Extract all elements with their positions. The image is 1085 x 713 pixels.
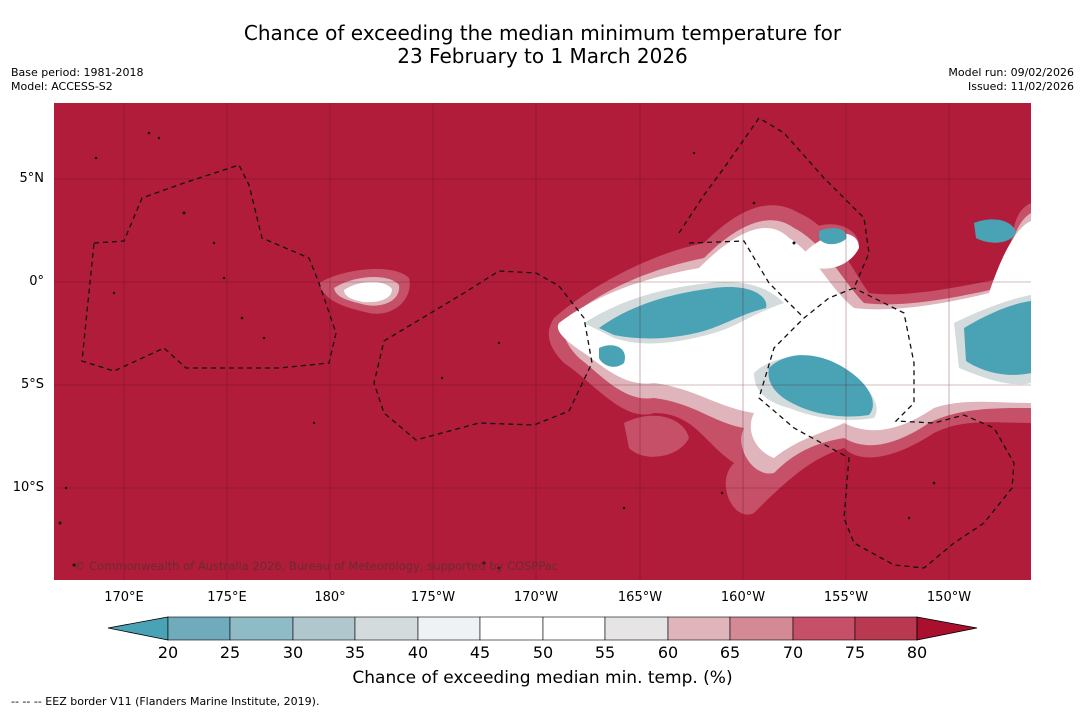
eez-legend-note: -- -- -- EEZ border V11 (Flanders Marine… <box>11 695 320 708</box>
forecast-map[interactable] <box>54 103 1031 580</box>
lon-label-170w: 170°W <box>513 590 559 605</box>
chart-title: Chance of exceeding the median minimum t… <box>0 22 1085 68</box>
islands <box>58 131 936 570</box>
colorbar-extend-high <box>916 616 978 641</box>
colorbar-segments <box>167 616 918 641</box>
lat-label-10s: 10°S <box>12 480 44 495</box>
lon-label-150w: 150°W <box>926 590 972 605</box>
model-name: Model: ACCESS-S2 <box>11 80 113 93</box>
lon-label-175w: 175°W <box>410 590 456 605</box>
lon-label-175e: 175°E <box>207 590 247 605</box>
title-line-1: Chance of exceeding the median minimum t… <box>243 21 842 45</box>
colorbar-tick: 35 <box>344 643 366 662</box>
copyright-notice: © Commonwealth of Australia 2026, Bureau… <box>74 559 559 573</box>
lon-label-180: 180° <box>314 590 346 605</box>
graticule <box>54 103 1031 580</box>
colorbar-tick: 40 <box>407 643 429 662</box>
lat-label-0: 0° <box>29 274 44 289</box>
colorbar-tick: 75 <box>844 643 866 662</box>
colorbar-tick: 50 <box>532 643 554 662</box>
colorbar-tick: 65 <box>719 643 741 662</box>
lat-label-5s: 5°S <box>20 377 44 392</box>
colorbar-tick: 45 <box>469 643 491 662</box>
issued-date: Issued: 11/02/2026 <box>967 80 1074 93</box>
colorbar-tick: 55 <box>594 643 616 662</box>
title-line-2: 23 February to 1 March 2026 <box>397 44 688 68</box>
colorbar-tick: 80 <box>906 643 928 662</box>
lon-label-160w: 160°W <box>720 590 766 605</box>
colorbar-tick: 20 <box>157 643 179 662</box>
colorbar <box>107 616 978 641</box>
lat-label-5n: 5°N <box>19 171 45 186</box>
base-period: Base period: 1981-2018 <box>11 66 144 79</box>
map-svg <box>54 103 1031 580</box>
meta-left: Base period: 1981-2018 Model: ACCESS-S2 <box>11 66 143 94</box>
anomaly-45-55 <box>344 221 1031 458</box>
anomaly-below-25 <box>599 219 1031 417</box>
colorbar-tick: 70 <box>782 643 804 662</box>
colorbar-tick: 30 <box>282 643 304 662</box>
model-run: Model run: 09/02/2026 <box>948 66 1074 79</box>
colorbar-tick: 25 <box>219 643 241 662</box>
eez-borders <box>81 117 1015 569</box>
colorbar-tick: 60 <box>657 643 679 662</box>
lon-label-170e: 170°E <box>104 590 144 605</box>
lon-label-155w: 155°W <box>823 590 869 605</box>
colorbar-label: Chance of exceeding median min. temp. (%… <box>352 668 733 688</box>
meta-right: Model run: 09/02/2026 Issued: 11/02/2026 <box>948 66 1074 94</box>
lon-label-165w: 165°W <box>617 590 663 605</box>
colorbar-extend-low <box>107 616 169 641</box>
